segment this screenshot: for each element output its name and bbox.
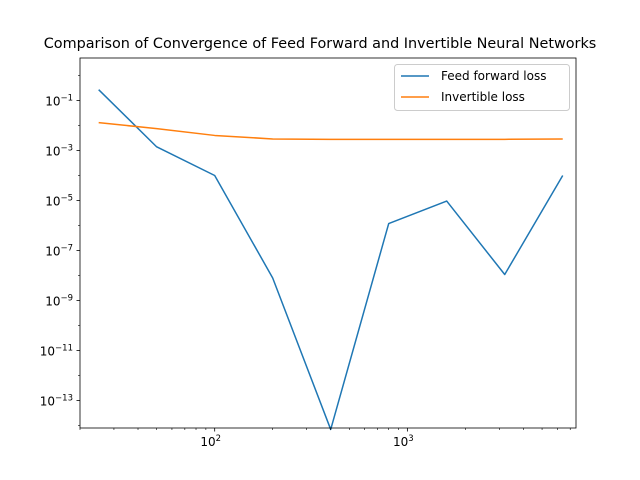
- y-tick-label: 10−1: [45, 93, 73, 108]
- y-tick-label: 10−5: [45, 194, 73, 209]
- y-tick-label: 10−9: [45, 294, 73, 309]
- legend: Feed forward loss Invertible loss: [394, 64, 570, 111]
- plot-background: [80, 58, 576, 428]
- axes-frame: [79, 57, 577, 429]
- x-tick-label: 102: [200, 434, 221, 449]
- y-tick-label: 10−7: [45, 244, 73, 259]
- chart-title: Comparison of Convergence of Feed Forwar…: [44, 36, 597, 52]
- y-tick-label: 10−13: [40, 394, 73, 409]
- legend-frame: [394, 64, 570, 111]
- legend-label-feed-forward: Feed forward loss: [441, 69, 546, 83]
- series-line-invertible-loss: [98, 121, 563, 141]
- y-tick-label: 10−3: [45, 144, 73, 159]
- y-tick-label: 10−11: [40, 344, 73, 359]
- legend-label-invertible: Invertible loss: [441, 90, 525, 104]
- x-tick-label: 103: [393, 434, 414, 449]
- axes-layer: 102 103 10−13 10−11 10−9 10−7 10−5 10−3 10−1: [40, 57, 577, 449]
- plot-area: [80, 58, 576, 428]
